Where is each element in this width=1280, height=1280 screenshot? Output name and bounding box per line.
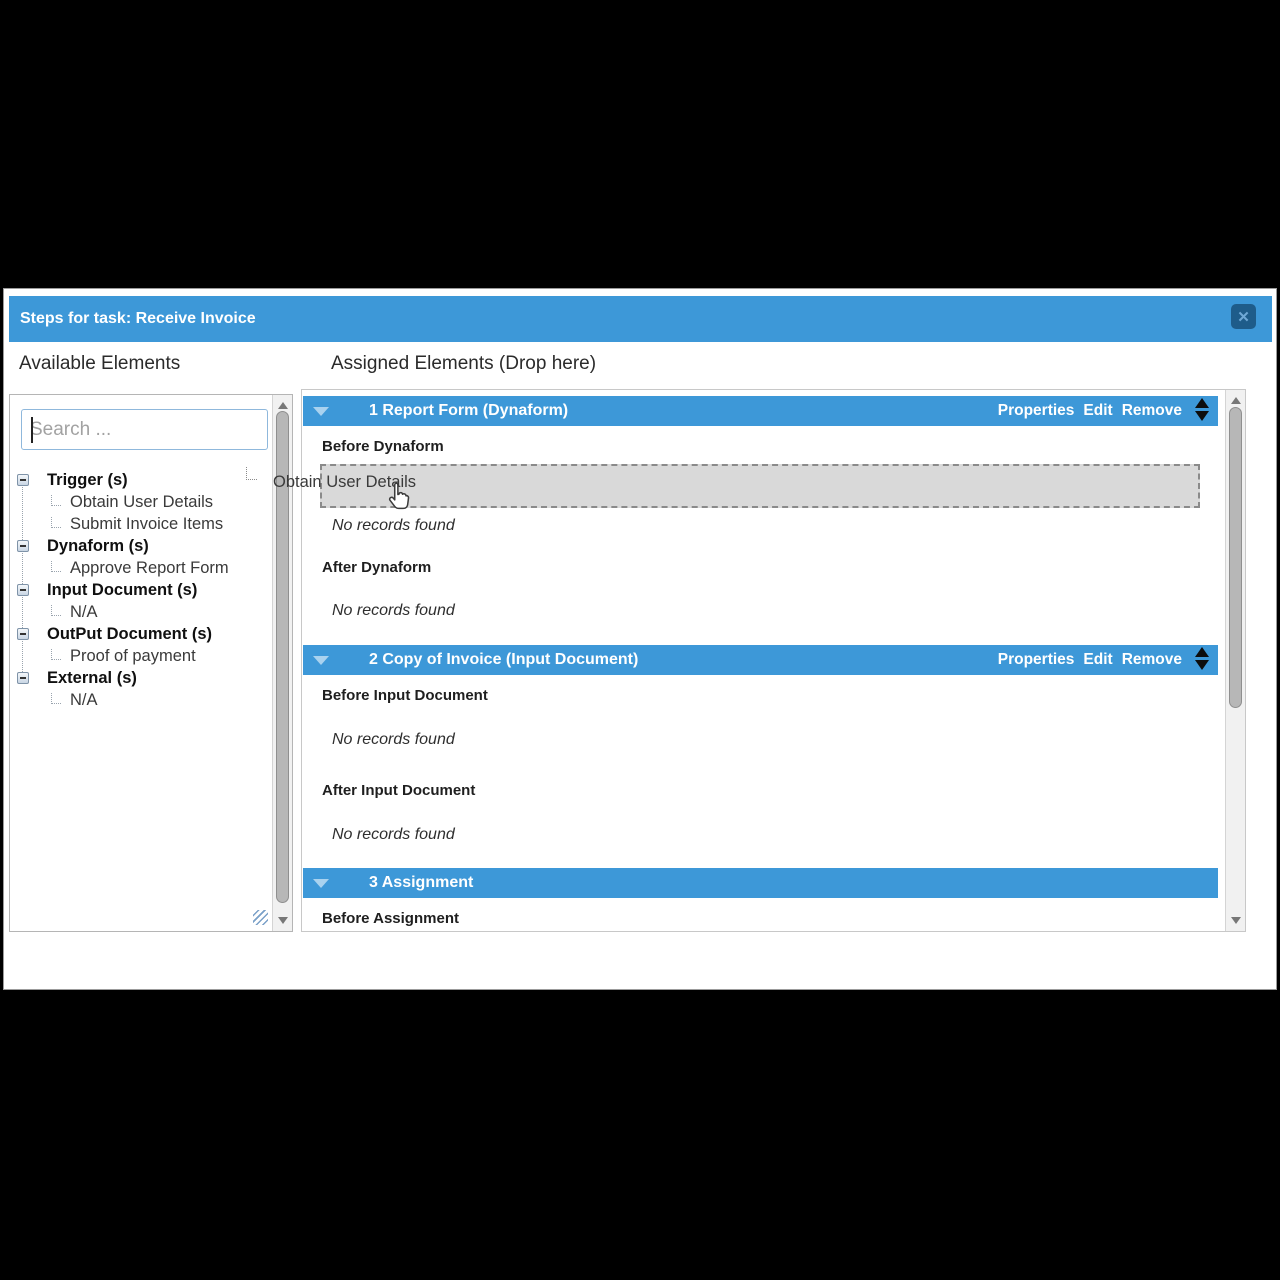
scroll-up-icon[interactable] (1230, 397, 1241, 404)
section-header-assignment[interactable]: 3 Assignment (303, 868, 1218, 898)
collapse-minus-icon[interactable] (17, 628, 29, 640)
assigned-elements-panel: 1 Report Form (Dynaform) Properties Edit… (301, 389, 1246, 932)
remove-button[interactable]: Remove (1121, 651, 1182, 668)
tree-branch-icon (51, 605, 61, 616)
tree-branch-icon (51, 649, 61, 660)
elements-tree: Trigger (s) Obtain User Details Submit I… (10, 469, 271, 711)
assigned-content: 1 Report Form (Dynaform) Properties Edit… (302, 390, 1220, 931)
remove-button[interactable]: Remove (1121, 402, 1182, 419)
section-header-report-form[interactable]: 1 Report Form (Dynaform) Properties Edit… (303, 396, 1218, 426)
properties-button[interactable]: Properties (997, 651, 1075, 668)
edit-button[interactable]: Edit (1083, 402, 1113, 419)
steps-dialog: Steps for task: Receive Invoice ✕ Availa… (3, 288, 1277, 990)
resize-handle[interactable] (253, 910, 268, 925)
tree-branch-icon (51, 561, 61, 572)
right-scrollbar[interactable] (1225, 390, 1245, 931)
left-scrollbar[interactable] (272, 395, 292, 931)
chevron-down-icon[interactable] (313, 406, 329, 416)
empty-records-text: No records found (332, 517, 455, 534)
collapse-minus-icon[interactable] (17, 672, 29, 684)
tree-node-dynaforms[interactable]: Dynaform (s) (10, 535, 271, 557)
empty-records-text: No records found (332, 731, 455, 748)
reorder-controls (1195, 647, 1209, 670)
tree-branch-icon (51, 517, 61, 528)
tree-node-triggers[interactable]: Trigger (s) (10, 469, 271, 491)
scrollbar-thumb[interactable] (1228, 407, 1242, 708)
drag-ghost-obtain-user-details[interactable]: Obtain User Details (273, 473, 417, 491)
collapse-minus-icon[interactable] (17, 474, 29, 486)
drop-target-placeholder[interactable] (320, 464, 1200, 508)
assigned-elements-heading: Assigned Elements (Drop here) (331, 353, 597, 374)
tree-branch-icon (51, 693, 61, 704)
search-input[interactable] (21, 409, 268, 450)
tree-leaf-input-na[interactable]: N/A (10, 601, 271, 623)
close-icon[interactable]: ✕ (1231, 304, 1256, 329)
tree-node-input-documents[interactable]: Input Document (s) (10, 579, 271, 601)
section-actions: Properties Edit Remove (998, 402, 1182, 420)
edit-button[interactable]: Edit (1083, 651, 1113, 668)
tree-branch-icon (51, 495, 61, 506)
scroll-down-icon[interactable] (277, 917, 288, 924)
available-elements-heading: Available Elements (19, 353, 181, 374)
scroll-up-icon[interactable] (277, 402, 288, 409)
move-up-icon[interactable] (1195, 647, 1209, 657)
section-actions: Properties Edit Remove (998, 651, 1182, 669)
tree-node-output-documents[interactable]: OutPut Document (s) (10, 623, 271, 645)
chevron-down-icon[interactable] (313, 878, 329, 888)
scroll-down-icon[interactable] (1230, 917, 1241, 924)
hand-cursor-icon (384, 481, 412, 517)
empty-records-text: No records found (332, 826, 455, 843)
text-caret (31, 417, 33, 443)
reorder-controls (1195, 398, 1209, 421)
dialog-titlebar: Steps for task: Receive Invoice ✕ (9, 296, 1272, 342)
collapse-minus-icon[interactable] (17, 584, 29, 596)
group-label: Before Assignment (322, 910, 459, 927)
group-label: Before Dynaform (322, 438, 444, 455)
tree-node-externals[interactable]: External (s) (10, 667, 271, 689)
collapse-minus-icon[interactable] (17, 540, 29, 552)
tree-leaf-external-na[interactable]: N/A (10, 689, 271, 711)
move-up-icon[interactable] (1195, 398, 1209, 408)
move-down-icon[interactable] (1195, 660, 1209, 670)
empty-records-text: No records found (332, 602, 455, 619)
move-down-icon[interactable] (1195, 411, 1209, 421)
available-elements-panel: Trigger (s) Obtain User Details Submit I… (9, 394, 293, 932)
group-label: After Dynaform (322, 559, 432, 576)
dialog-title: Steps for task: Receive Invoice (20, 310, 256, 327)
tree-leaf-submit-invoice-items[interactable]: Submit Invoice Items (10, 513, 271, 535)
scrollbar-thumb[interactable] (275, 411, 289, 903)
tree-leaf-proof-of-payment[interactable]: Proof of payment (10, 645, 271, 667)
tree-leaf-obtain-user-details[interactable]: Obtain User Details (10, 491, 271, 513)
tree-branch-icon (246, 467, 257, 480)
section-header-copy-of-invoice[interactable]: 2 Copy of Invoice (Input Document) Prope… (303, 645, 1218, 675)
tree-connector-line (22, 480, 23, 678)
chevron-down-icon[interactable] (313, 655, 329, 665)
tree-leaf-approve-report-form[interactable]: Approve Report Form (10, 557, 271, 579)
group-label: Before Input Document (322, 687, 488, 704)
properties-button[interactable]: Properties (997, 402, 1075, 419)
group-label: After Input Document (322, 782, 476, 799)
